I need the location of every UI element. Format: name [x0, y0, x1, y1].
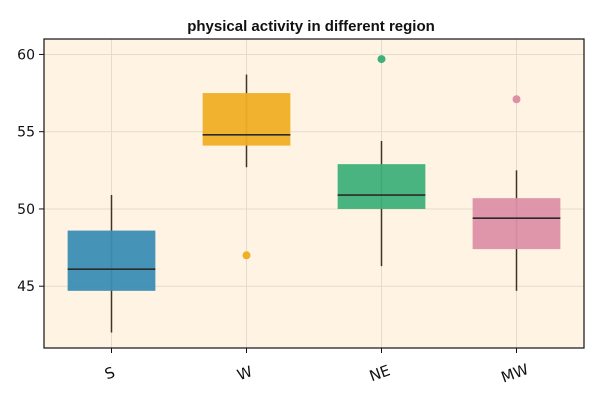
plot-background [44, 39, 584, 348]
outlier-point [242, 251, 251, 260]
chart-title: physical activity in different region [187, 18, 435, 35]
x-tick-label: MW [499, 360, 531, 386]
box-body [472, 198, 561, 250]
box-body [337, 164, 426, 209]
x-tick-label: S [102, 363, 117, 383]
x-tick-label: W [235, 362, 255, 384]
box-body [202, 93, 291, 146]
box-s [67, 195, 156, 333]
y-tick-label: 55 [17, 125, 35, 141]
x-axis: S W NE MW [102, 348, 531, 387]
box-body [67, 230, 156, 291]
box-ne [337, 55, 426, 267]
x-tick-label: NE [367, 361, 393, 385]
y-tick-label: 60 [17, 47, 35, 63]
y-tick-label: 50 [17, 202, 35, 218]
box-mw [472, 95, 561, 291]
y-tick-label: 45 [17, 279, 35, 295]
box-w [202, 74, 291, 260]
outlier-point [377, 55, 386, 64]
plot-frame [43, 38, 585, 349]
outlier-point [512, 95, 521, 104]
y-axis: 45 50 55 60 [17, 47, 44, 295]
box-series [67, 55, 561, 333]
